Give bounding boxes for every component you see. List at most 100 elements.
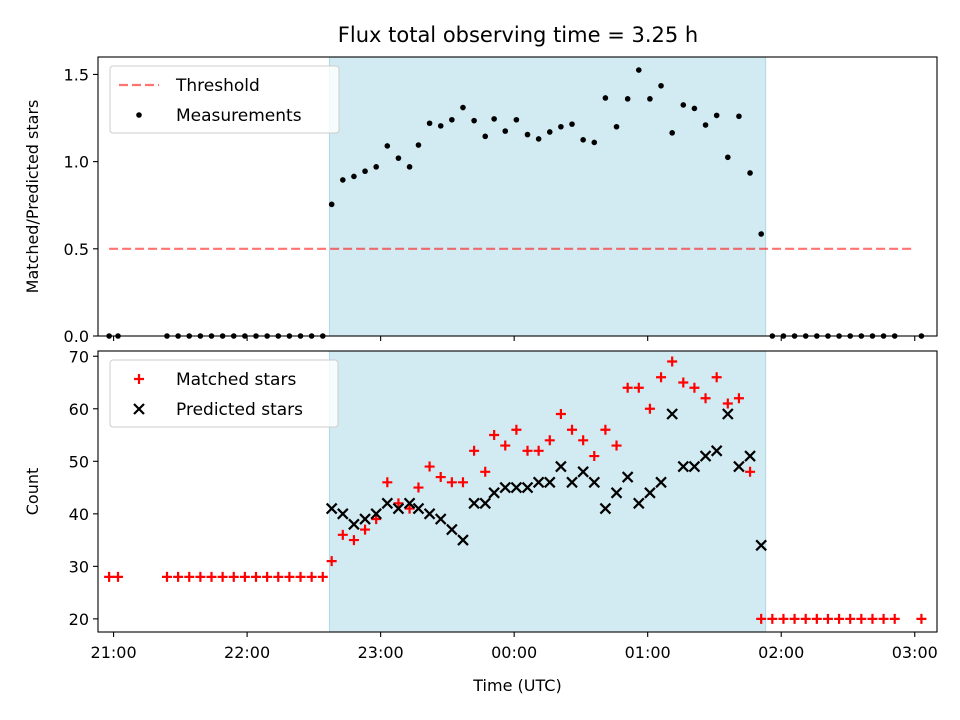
data-point (511, 424, 522, 435)
observing-window (329, 351, 766, 632)
data-point (446, 477, 457, 488)
data-point (424, 461, 435, 472)
data-point (510, 481, 523, 494)
data-point (460, 104, 466, 111)
data-point (711, 372, 722, 383)
data-point (382, 477, 393, 488)
data-point (328, 201, 335, 208)
data-point (488, 487, 500, 499)
data-point (457, 477, 468, 488)
data-point (446, 523, 458, 536)
data-point (326, 556, 337, 567)
data-point (655, 476, 667, 489)
data-point (262, 571, 273, 582)
x-tick-label: 00:00 (491, 643, 537, 662)
data-point (733, 460, 745, 473)
y-axis-label: Matched/Predicted stars (23, 100, 42, 294)
y-tick-label: 1.0 (64, 153, 89, 172)
data-point (489, 430, 500, 441)
data-point (535, 136, 542, 142)
data-point (722, 408, 734, 420)
data-point (767, 613, 778, 624)
data-point (588, 476, 601, 489)
x-tick-label: 03:00 (892, 643, 938, 662)
data-point (479, 497, 492, 510)
data-point (499, 481, 512, 494)
data-point (468, 497, 480, 510)
data-point (633, 497, 645, 510)
data-point (699, 450, 712, 462)
data-point (206, 571, 217, 582)
legend-marker-dot (136, 112, 142, 118)
data-point (756, 613, 767, 624)
legend-marker-plus (134, 374, 144, 384)
data-point (677, 460, 690, 473)
data-point (317, 571, 328, 582)
y-tick-label: 30 (69, 557, 89, 576)
data-point (371, 514, 382, 525)
data-point (621, 471, 634, 483)
data-point (251, 571, 262, 582)
data-point (173, 571, 184, 582)
data-point (778, 613, 789, 624)
data-point (395, 155, 402, 161)
data-point (878, 613, 889, 624)
data-point (513, 116, 520, 123)
data-point (613, 123, 620, 130)
data-point (667, 356, 678, 367)
data-point (600, 424, 611, 435)
data-point (658, 82, 664, 89)
data-point (195, 571, 206, 582)
data-point (555, 460, 567, 473)
data-point (434, 513, 447, 525)
data-point (591, 139, 598, 146)
legend: Threshold Measurements (109, 65, 340, 134)
data-point (393, 498, 404, 509)
axes-frame (97, 56, 938, 337)
legend: Matched stars Predicted stars (109, 359, 339, 428)
data-point (834, 613, 845, 624)
data-point (599, 502, 612, 515)
data-point (644, 487, 656, 499)
data-point (362, 168, 368, 175)
data-point (567, 424, 578, 435)
data-point (647, 96, 653, 102)
data-point (423, 508, 436, 520)
data-point (566, 476, 578, 489)
data-point (381, 497, 394, 510)
data-point (669, 130, 675, 136)
data-point (589, 451, 600, 462)
y-tick-label: 20 (69, 610, 89, 629)
data-point (295, 571, 306, 582)
data-point (482, 133, 489, 140)
legend-label: Threshold (175, 76, 260, 96)
data-point (284, 571, 295, 582)
x-tick-label: 01:00 (625, 643, 671, 662)
data-point (360, 524, 371, 535)
data-point (359, 513, 371, 525)
data-point (546, 129, 553, 135)
x-tick-label: 02:00 (758, 643, 804, 662)
data-point (700, 393, 711, 404)
data-point (800, 613, 811, 624)
y-tick-label: 50 (69, 452, 89, 471)
data-point (578, 435, 589, 446)
data-point (691, 105, 698, 112)
data-point (680, 102, 687, 108)
x-tick-label: 22:00 (224, 643, 270, 662)
data-point (437, 123, 444, 129)
y-axis-label: Count (23, 468, 42, 516)
data-point (521, 481, 534, 494)
data-point (744, 450, 756, 462)
data-point (449, 116, 455, 123)
data-point (228, 571, 239, 582)
data-point (577, 466, 589, 478)
data-point (404, 503, 415, 514)
legend-box (109, 359, 339, 428)
data-point (348, 535, 359, 546)
data-point (522, 445, 533, 456)
data-point (916, 613, 927, 624)
data-point (184, 571, 195, 582)
bottom-panel: 20 30 40 50 60 70 21:00 22:00 23:00 00:00 01:00 02:… (23, 347, 938, 695)
